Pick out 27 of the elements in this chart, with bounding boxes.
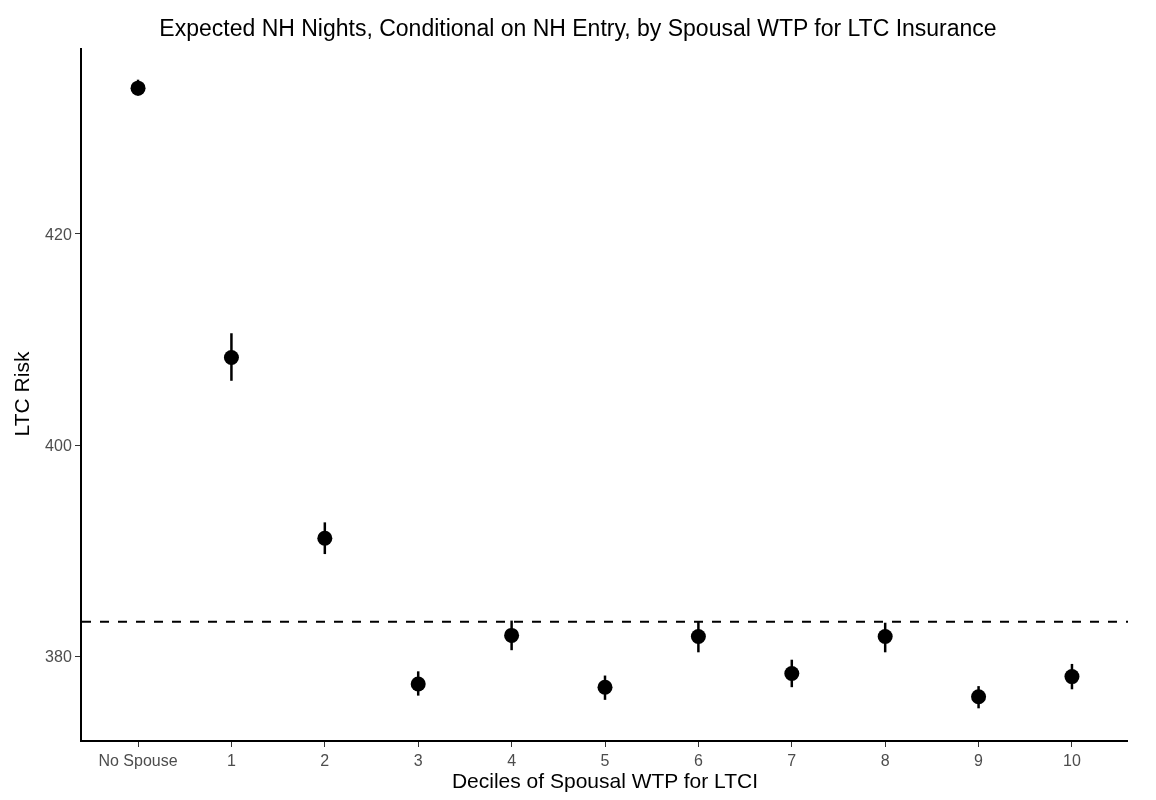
x-tick-label: 7 bbox=[787, 752, 797, 770]
x-axis-title: Deciles of Spousal WTP for LTCI bbox=[451, 769, 759, 793]
point bbox=[317, 530, 333, 546]
point bbox=[690, 628, 706, 644]
y-axis-title: LTC Risk bbox=[9, 351, 33, 437]
x-tick-label: 1 bbox=[226, 752, 236, 770]
point bbox=[410, 676, 426, 692]
point bbox=[223, 350, 239, 366]
x-tick-label: 4 bbox=[507, 752, 517, 770]
x-tick-label: 5 bbox=[600, 752, 610, 770]
point bbox=[504, 627, 520, 643]
point bbox=[971, 689, 987, 705]
x-tick-label: 6 bbox=[693, 752, 703, 770]
x-tick-label: 2 bbox=[320, 752, 330, 770]
point bbox=[784, 665, 800, 681]
chart-title: Expected NH Nights, Conditional on NH Entry, by Spousal WTP for LTC Insurance bbox=[159, 15, 997, 42]
y-tick-label: 400 bbox=[45, 436, 72, 454]
point bbox=[597, 679, 613, 695]
x-tick-label: 9 bbox=[974, 752, 984, 770]
y-tick-label: 380 bbox=[45, 648, 72, 666]
x-tick-label: No Spouse bbox=[98, 752, 178, 770]
point bbox=[877, 628, 893, 644]
x-tick-label: 3 bbox=[413, 752, 423, 770]
y-tick-label: 420 bbox=[45, 225, 72, 243]
x-tick-label: 8 bbox=[880, 752, 890, 770]
point bbox=[1064, 669, 1080, 685]
x-tick-label: 10 bbox=[1063, 752, 1081, 770]
